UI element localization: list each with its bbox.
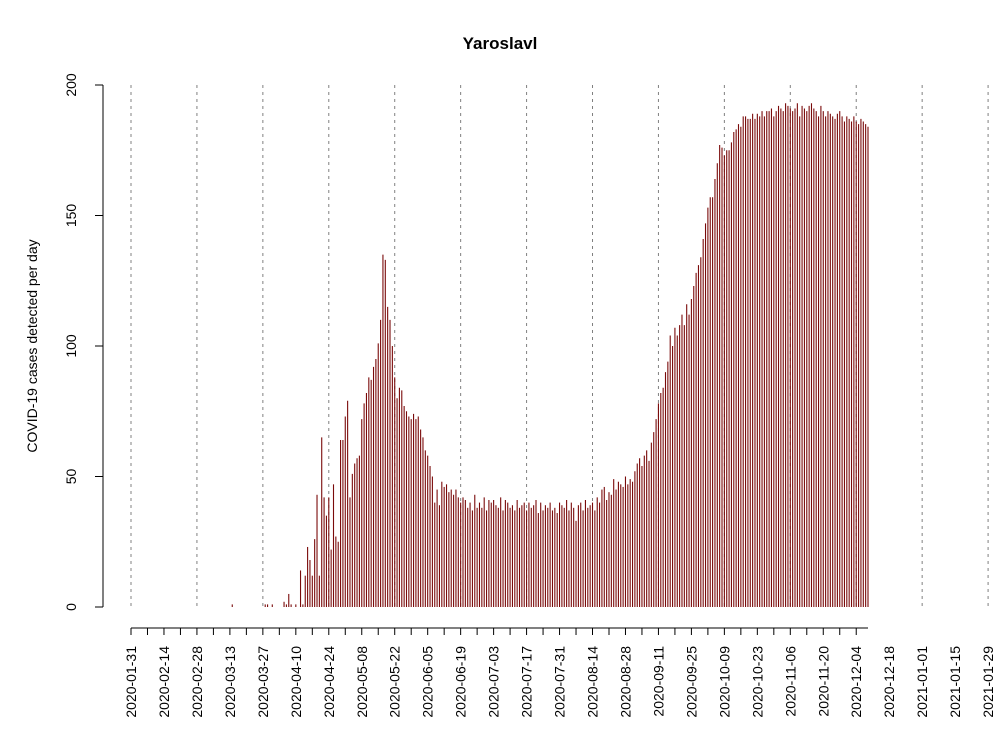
- x-tick-label: 2020-08-14: [585, 646, 601, 718]
- y-axis-label: COVID-19 cases detected per day: [24, 239, 40, 452]
- y-axis: 0 50 100 150 200: [63, 73, 104, 611]
- x-tick-label: 2021-01-01: [914, 646, 930, 718]
- x-tick-label: 2020-11-06: [782, 646, 798, 717]
- bars: [231, 103, 869, 607]
- x-tick-label: 2020-02-14: [156, 646, 172, 718]
- x-tick-label: 2020-10-09: [716, 646, 732, 718]
- x-tick-label: 2020-05-22: [387, 646, 403, 718]
- y-tick-label: 100: [63, 334, 79, 358]
- x-tick-label: 2020-07-17: [519, 646, 535, 718]
- x-tick-label: 2020-06-05: [420, 646, 436, 718]
- x-tick-label: 2020-12-04: [848, 646, 864, 718]
- x-tick-label: 2020-03-27: [255, 646, 271, 718]
- x-tick-label: 2020-12-18: [881, 646, 897, 718]
- x-tick-label: 2020-05-08: [354, 646, 370, 718]
- x-tick-label: 2020-07-03: [486, 646, 502, 718]
- x-tick-label: 2020-10-23: [749, 646, 765, 718]
- y-tick-label: 200: [63, 73, 79, 97]
- x-tick-label: 2020-01-31: [123, 646, 139, 718]
- y-tick-label: 50: [63, 469, 79, 485]
- x-tick-label: 2021-01-15: [947, 646, 963, 718]
- x-tick-label: 2020-04-24: [321, 646, 337, 718]
- x-tick-label: 2020-11-20: [815, 646, 831, 717]
- x-tick-label: 2021-01-29: [980, 646, 996, 718]
- x-tick-label: 2020-03-13: [222, 646, 238, 718]
- x-tick-label: 2020-06-19: [453, 646, 469, 718]
- x-tick-label: 2020-09-11: [650, 646, 666, 717]
- x-tick-label: 2020-08-28: [617, 646, 633, 718]
- chart-title: Yaroslavl: [463, 34, 538, 53]
- x-tick-label: 2020-02-28: [189, 646, 205, 718]
- x-tick-label: 2020-04-10: [288, 646, 304, 718]
- y-tick-label: 150: [63, 204, 79, 228]
- x-axis: 2020-01-31 2020-02-14 2020-02-28 2020-03-13…: [123, 627, 996, 718]
- x-tick-label: 2020-07-31: [552, 646, 568, 718]
- y-tick-label: 0: [63, 603, 79, 611]
- x-tick-label: 2020-09-25: [683, 646, 699, 718]
